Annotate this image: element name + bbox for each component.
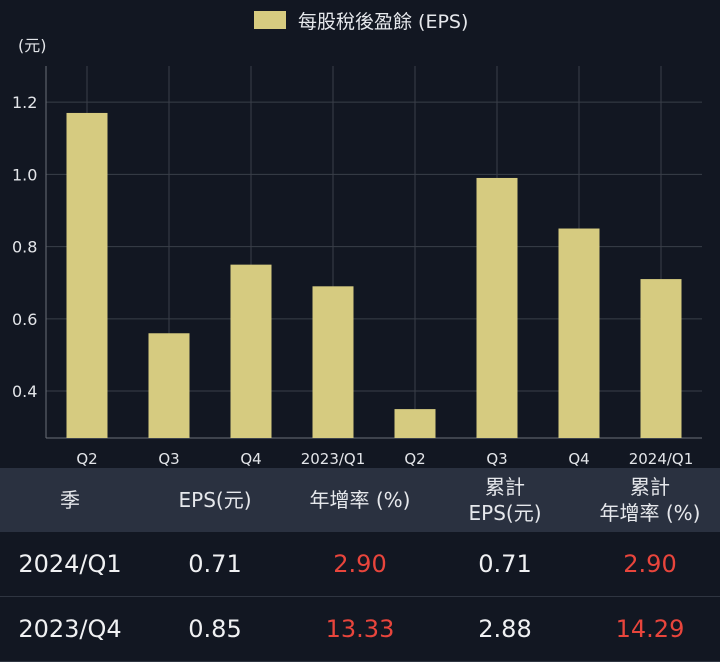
x-tick-label: Q3 xyxy=(158,450,179,468)
table-row: 2024/Q1 0.71 2.90 0.71 2.90 xyxy=(0,532,720,597)
x-tick-label: Q2 xyxy=(76,450,97,468)
bar xyxy=(640,279,682,438)
cell-cum-yoy: 2.90 xyxy=(623,550,677,578)
bar xyxy=(66,112,108,439)
header-line: 累計 xyxy=(485,475,525,499)
header-yoy: 年增率 (%) xyxy=(290,487,430,513)
bar xyxy=(476,177,518,438)
x-tick-label: 2023/Q1 xyxy=(301,450,366,468)
eps-bar-chart: 每股稅後盈餘 (EPS) (元) 0.4 0.6 0.8 1.0 1.2 Q2 Q3 Q4 2… xyxy=(12,11,702,468)
header-season: 季 xyxy=(0,487,140,513)
table-header: 季 EPS(元) 年增率 (%) 累計 EPS(元) 累計 年增率 (%) xyxy=(0,468,720,532)
cell-cum-eps: 0.71 xyxy=(478,550,532,578)
bar xyxy=(230,264,272,438)
cell-cum-eps: 2.88 xyxy=(478,615,532,643)
header-line: 累計 xyxy=(630,475,670,499)
cell-eps: 0.85 xyxy=(188,615,242,643)
y-tick-label: 0.8 xyxy=(12,238,37,257)
cell-season: 2024/Q1 xyxy=(18,550,122,578)
y-unit-label: (元) xyxy=(18,36,47,55)
y-tick-label: 1.2 xyxy=(12,93,37,112)
header-eps: EPS(元) xyxy=(140,487,290,513)
legend-swatch xyxy=(254,11,286,29)
x-tick-labels: Q2 Q3 Q4 2023/Q1 Q2 Q3 Q4 2024/Q1 xyxy=(76,450,693,468)
x-tick-label: Q3 xyxy=(486,450,507,468)
bar xyxy=(394,409,436,438)
y-tick-label: 0.4 xyxy=(12,382,37,401)
x-tick-label: Q4 xyxy=(568,450,589,468)
x-tick-label: Q4 xyxy=(240,450,261,468)
legend: 每股稅後盈餘 (EPS) xyxy=(254,11,468,33)
x-tick-label: 2024/Q1 xyxy=(629,450,694,468)
header-line: EPS(元) xyxy=(468,501,542,525)
header-line: 年增率 (%) xyxy=(599,501,701,525)
cell-yoy: 2.90 xyxy=(333,550,387,578)
cell-cum-yoy: 14.29 xyxy=(615,615,685,643)
header-line: 年增率 (%) xyxy=(309,488,411,512)
legend-label: 每股稅後盈餘 (EPS) xyxy=(298,11,468,33)
y-tick-labels: 0.4 0.6 0.8 1.0 1.2 xyxy=(12,93,37,401)
grid xyxy=(45,66,702,439)
table-row: 2023/Q4 0.85 13.33 2.88 14.29 xyxy=(0,597,720,662)
bar xyxy=(148,333,190,438)
x-tick-label: Q2 xyxy=(404,450,425,468)
cell-eps: 0.71 xyxy=(188,550,242,578)
header-line: EPS(元) xyxy=(178,488,252,512)
eps-table: 季 EPS(元) 年增率 (%) 累計 EPS(元) 累計 年增率 (%) 20… xyxy=(0,468,720,662)
bars xyxy=(66,112,682,439)
header-cum-yoy: 累計 年增率 (%) xyxy=(580,474,720,526)
cell-yoy: 13.33 xyxy=(325,615,395,643)
bar xyxy=(558,228,600,438)
y-tick-label: 1.0 xyxy=(12,165,37,184)
bar xyxy=(312,286,354,438)
header-line: 季 xyxy=(60,488,80,512)
cell-season: 2023/Q4 xyxy=(18,615,122,643)
header-cum-eps: 累計 EPS(元) xyxy=(430,474,580,526)
y-tick-label: 0.6 xyxy=(12,310,37,329)
